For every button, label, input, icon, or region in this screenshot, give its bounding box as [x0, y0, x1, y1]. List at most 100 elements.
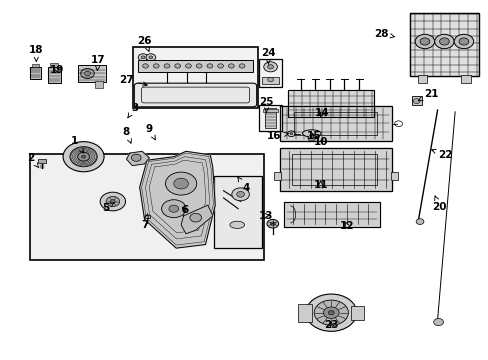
Circle shape: [149, 56, 153, 59]
Bar: [279, 106, 391, 141]
Bar: [264, 108, 275, 128]
Circle shape: [415, 219, 423, 225]
Text: 15: 15: [306, 131, 321, 140]
Text: 4: 4: [237, 177, 249, 193]
Circle shape: [453, 34, 473, 49]
Bar: [461, 75, 470, 83]
Text: 16: 16: [266, 131, 288, 141]
Polygon shape: [181, 205, 212, 234]
Circle shape: [174, 64, 180, 68]
Text: 10: 10: [313, 138, 328, 147]
Circle shape: [323, 307, 338, 319]
Text: 8: 8: [122, 127, 131, 143]
FancyBboxPatch shape: [134, 83, 256, 107]
Text: 9: 9: [145, 124, 155, 140]
Bar: [409, 13, 478, 76]
Circle shape: [314, 300, 347, 325]
Circle shape: [63, 141, 104, 172]
Text: 24: 24: [261, 48, 275, 64]
Circle shape: [196, 64, 202, 68]
Circle shape: [305, 294, 356, 331]
Text: 27: 27: [119, 75, 147, 86]
Bar: [291, 154, 376, 185]
Circle shape: [84, 71, 90, 76]
Bar: [263, 109, 277, 112]
Bar: [279, 148, 391, 191]
Bar: [32, 64, 39, 67]
Circle shape: [106, 197, 120, 207]
Circle shape: [439, 38, 448, 45]
Bar: [262, 77, 279, 84]
Circle shape: [153, 64, 159, 68]
Bar: [259, 105, 282, 131]
Bar: [38, 159, 45, 163]
Bar: [30, 154, 264, 260]
Text: 22: 22: [431, 149, 452, 160]
Text: 5: 5: [102, 203, 114, 213]
Circle shape: [70, 147, 97, 167]
Circle shape: [81, 155, 85, 158]
Circle shape: [168, 205, 178, 212]
Text: 21: 21: [418, 89, 438, 101]
Circle shape: [263, 62, 277, 72]
Text: 20: 20: [431, 196, 446, 212]
Ellipse shape: [229, 221, 244, 228]
Bar: [411, 96, 421, 105]
Bar: [133, 47, 257, 108]
Bar: [259, 59, 282, 87]
Text: 11: 11: [313, 180, 327, 190]
Text: 28: 28: [373, 29, 394, 39]
Circle shape: [189, 213, 201, 222]
Bar: [294, 112, 376, 135]
Bar: [298, 304, 311, 321]
Circle shape: [110, 200, 115, 203]
Bar: [138, 60, 252, 72]
Circle shape: [146, 54, 156, 61]
Circle shape: [141, 56, 145, 59]
Circle shape: [434, 34, 453, 49]
Polygon shape: [288, 90, 373, 117]
Circle shape: [266, 220, 278, 228]
Text: 3: 3: [127, 103, 138, 118]
Text: 1: 1: [71, 136, 83, 153]
Circle shape: [231, 188, 249, 201]
Polygon shape: [284, 202, 379, 226]
Circle shape: [206, 64, 212, 68]
Text: 18: 18: [29, 45, 43, 62]
Polygon shape: [126, 151, 149, 166]
Circle shape: [138, 54, 148, 61]
Circle shape: [161, 200, 185, 218]
Polygon shape: [140, 151, 215, 248]
Circle shape: [419, 38, 429, 45]
Text: 12: 12: [339, 221, 353, 230]
Circle shape: [414, 34, 434, 49]
Circle shape: [433, 319, 443, 325]
Circle shape: [100, 192, 125, 211]
Circle shape: [412, 99, 419, 104]
Circle shape: [165, 172, 196, 195]
Circle shape: [142, 64, 148, 68]
Polygon shape: [279, 148, 391, 191]
Text: 6: 6: [181, 206, 188, 216]
Polygon shape: [279, 106, 391, 141]
Circle shape: [185, 64, 191, 68]
Bar: [350, 306, 364, 320]
Circle shape: [307, 135, 315, 141]
Bar: [50, 63, 58, 67]
Circle shape: [458, 38, 468, 45]
Text: 14: 14: [315, 108, 329, 118]
Circle shape: [289, 133, 292, 135]
Circle shape: [217, 64, 223, 68]
Circle shape: [173, 178, 188, 189]
Circle shape: [239, 64, 244, 68]
Bar: [144, 215, 150, 218]
Circle shape: [270, 222, 275, 226]
Bar: [390, 172, 397, 180]
Bar: [213, 176, 261, 248]
Circle shape: [78, 152, 89, 161]
Bar: [30, 67, 41, 78]
Circle shape: [163, 64, 169, 68]
Circle shape: [267, 65, 273, 69]
Circle shape: [267, 77, 273, 82]
Circle shape: [236, 192, 244, 197]
